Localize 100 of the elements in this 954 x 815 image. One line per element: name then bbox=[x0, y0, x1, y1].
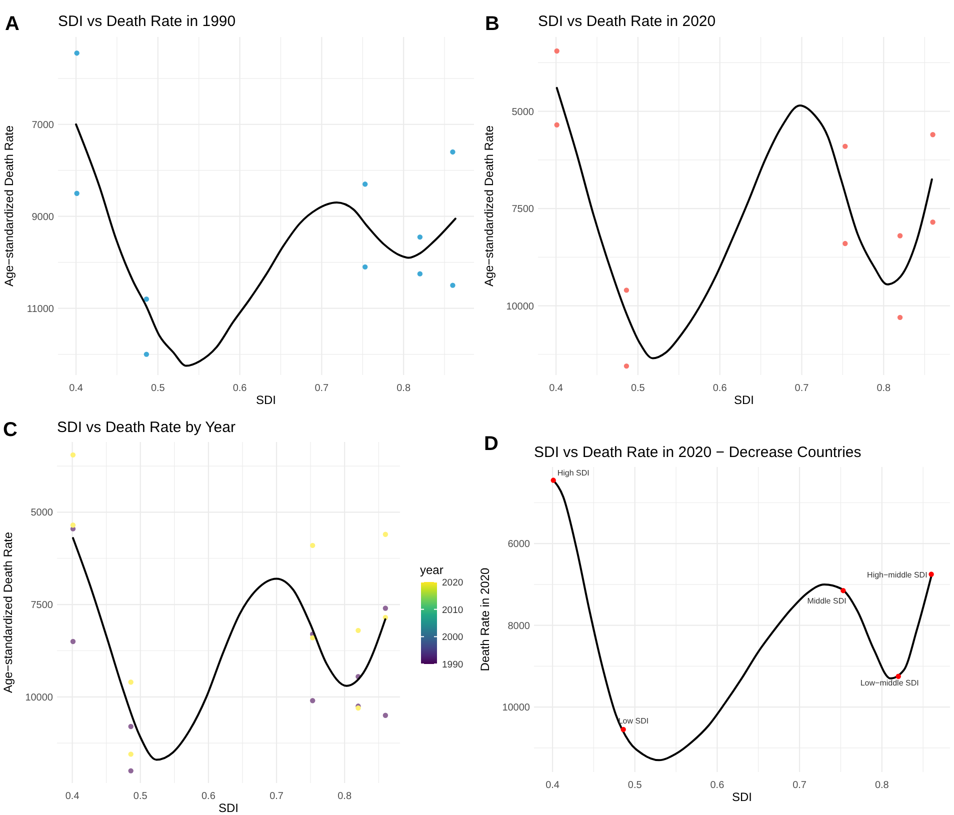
chart-title: SDI vs Death Rate in 1990 bbox=[58, 13, 236, 30]
x-axis-title: SDI bbox=[218, 801, 239, 815]
text: D bbox=[484, 433, 498, 455]
point bbox=[554, 48, 560, 54]
point bbox=[896, 674, 901, 679]
chart-title: SDI vs Death Rate in 2020 − Decrease Countries bbox=[534, 444, 862, 461]
x-tick-label: 0.5 bbox=[133, 791, 148, 802]
point bbox=[74, 50, 80, 56]
color-bar-label: 2000 bbox=[442, 632, 464, 644]
point bbox=[450, 149, 456, 155]
point bbox=[842, 144, 848, 149]
point bbox=[74, 190, 80, 196]
x-tick-label: 0.6 bbox=[710, 780, 725, 791]
x-tick-label: 0.8 bbox=[876, 383, 892, 394]
y-tick-label: 9000 bbox=[32, 212, 54, 223]
y-tick-label: 6000 bbox=[508, 539, 530, 550]
y-tick-label: 7500 bbox=[30, 600, 54, 612]
point bbox=[310, 542, 316, 548]
point bbox=[624, 288, 630, 293]
y-tick-label: 8000 bbox=[508, 620, 530, 632]
point bbox=[128, 752, 134, 757]
color-bar-label: 2020 bbox=[442, 578, 464, 588]
x-axis-title: SDI bbox=[256, 393, 276, 407]
x-tick-label: 0.5 bbox=[630, 383, 646, 394]
y-tick-label: 7500 bbox=[512, 204, 534, 216]
point bbox=[550, 478, 556, 483]
point bbox=[842, 240, 848, 246]
point bbox=[356, 628, 361, 634]
y-tick-label: 10000 bbox=[502, 702, 530, 714]
line-series bbox=[556, 86, 933, 360]
point bbox=[310, 635, 316, 640]
annotation: High−middle SDI bbox=[867, 570, 928, 580]
point bbox=[624, 363, 630, 369]
x-tick-label: 0.4 bbox=[549, 383, 564, 394]
point bbox=[70, 638, 76, 644]
point bbox=[128, 724, 134, 730]
point bbox=[417, 271, 423, 276]
y-tick-label: 5000 bbox=[512, 106, 534, 118]
point bbox=[554, 122, 560, 128]
x-tick-label: 0.4 bbox=[69, 383, 84, 394]
point bbox=[897, 233, 903, 238]
point bbox=[382, 712, 388, 718]
chart-title: SDI vs Death Rate in 2020 bbox=[538, 13, 716, 30]
x-tick-label: 0.8 bbox=[396, 383, 411, 394]
x-tick-label: 0.4 bbox=[546, 780, 560, 791]
x-tick-label: 0.7 bbox=[792, 780, 807, 791]
x-tick-label: 0.5 bbox=[628, 780, 642, 791]
line-series bbox=[552, 479, 933, 762]
annotation: Middle SDI bbox=[807, 596, 846, 606]
color-bar-label: 2010 bbox=[442, 604, 464, 616]
point bbox=[620, 726, 626, 732]
x-tick-label: 0.6 bbox=[712, 383, 728, 394]
text: A bbox=[5, 13, 20, 35]
point bbox=[382, 532, 388, 537]
x-tick-label: 0.6 bbox=[232, 383, 248, 394]
x-tick-label: 0.6 bbox=[202, 791, 216, 802]
point bbox=[128, 768, 134, 774]
point bbox=[70, 522, 76, 528]
color-bar-title: year bbox=[420, 563, 444, 577]
x-tick-label: 0.8 bbox=[874, 780, 890, 791]
y-axis-title: Death Rate in 2020 bbox=[478, 567, 492, 672]
x-tick-label: 0.5 bbox=[150, 383, 166, 394]
y-tick-label: 10000 bbox=[25, 692, 54, 704]
y-tick-label: 7000 bbox=[32, 120, 54, 131]
annotation: Low−middle SDI bbox=[860, 678, 919, 688]
line-series bbox=[75, 123, 456, 367]
point bbox=[128, 680, 134, 685]
y-tick-label: 5000 bbox=[30, 508, 54, 519]
point bbox=[928, 572, 934, 577]
annotation: Low SDI bbox=[618, 716, 649, 726]
y-axis-title: Age−standardized Death Rate bbox=[1, 532, 15, 694]
x-tick-label: 0.7 bbox=[314, 383, 330, 394]
point bbox=[450, 282, 456, 288]
point bbox=[840, 588, 846, 594]
x-axis-title: SDI bbox=[734, 393, 754, 407]
point bbox=[930, 132, 936, 138]
x-axis-title: SDI bbox=[732, 790, 752, 804]
point bbox=[930, 220, 936, 225]
x-tick-label: 0.7 bbox=[794, 383, 810, 394]
y-axis-title: Age−standardized Death Rate bbox=[482, 125, 496, 287]
text: B bbox=[485, 13, 500, 35]
x-tick-label: 0.4 bbox=[65, 791, 80, 802]
y-tick-label: 10000 bbox=[506, 301, 534, 312]
point bbox=[144, 352, 150, 357]
point bbox=[144, 296, 150, 302]
line-series bbox=[72, 537, 386, 761]
color-bar-label: 1990 bbox=[442, 660, 464, 670]
x-tick-label: 0.7 bbox=[270, 791, 284, 802]
point bbox=[382, 606, 388, 611]
point bbox=[310, 698, 316, 704]
x-tick-label: 0.8 bbox=[338, 791, 352, 802]
point bbox=[362, 182, 368, 187]
point bbox=[897, 314, 903, 320]
point bbox=[70, 452, 76, 458]
y-axis-title: Age−standardized Death Rate bbox=[2, 125, 16, 287]
point bbox=[417, 234, 423, 240]
chart-title: SDI vs Death Rate by Year bbox=[57, 419, 236, 436]
y-tick-label: 11000 bbox=[26, 304, 54, 315]
text: C bbox=[3, 419, 18, 441]
annotation: High SDI bbox=[557, 468, 590, 478]
